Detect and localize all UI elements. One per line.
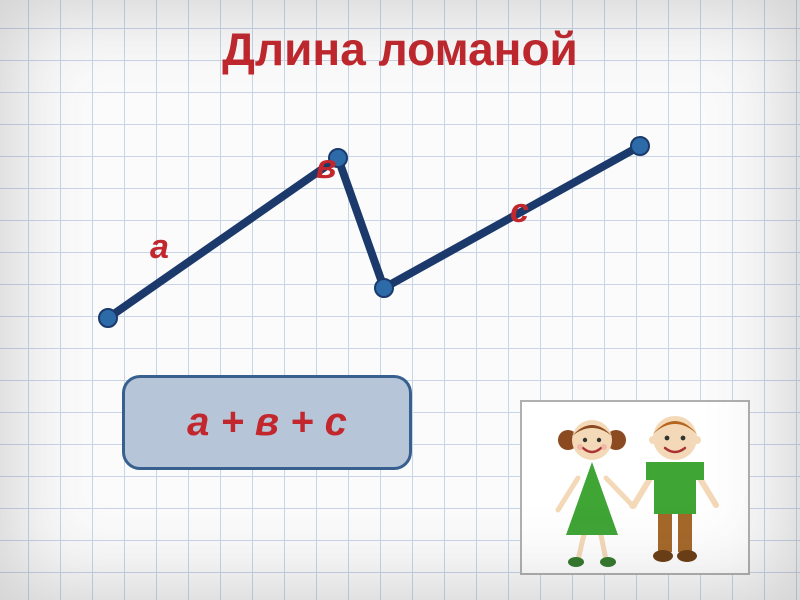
formula-box: а + в + с bbox=[122, 375, 412, 470]
page-title: Длина ломаной bbox=[0, 22, 800, 76]
title-text: Длина ломаной bbox=[222, 23, 578, 75]
segment-label-a: а bbox=[150, 228, 169, 267]
segment-label-b: в bbox=[316, 148, 337, 187]
joined-hands bbox=[629, 501, 637, 509]
formula-text: а + в + с bbox=[187, 400, 347, 445]
illustration-frame bbox=[521, 401, 749, 574]
children-illustration bbox=[520, 400, 750, 575]
segment-label-c: с bbox=[510, 192, 529, 231]
